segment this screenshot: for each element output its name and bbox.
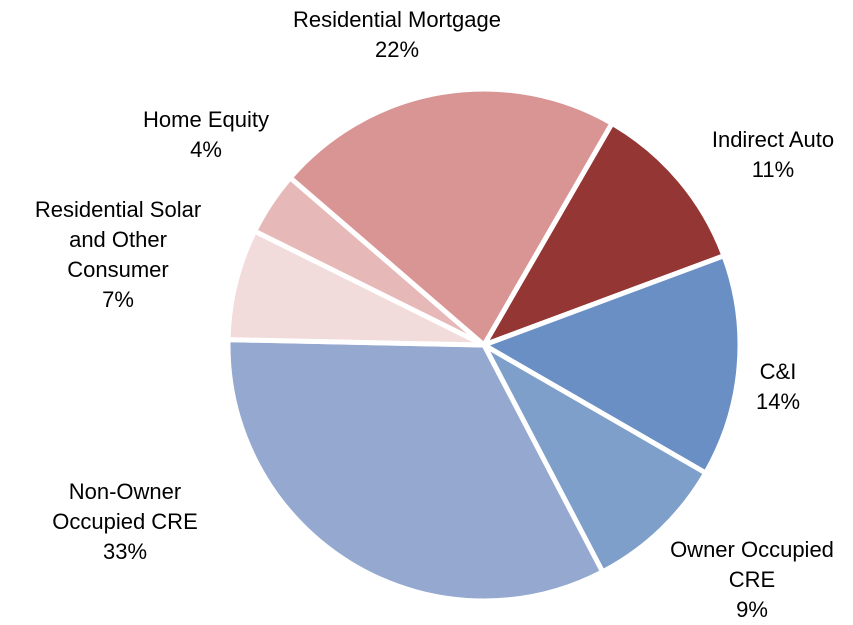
value-label: 4% (190, 137, 222, 162)
category-name: Non-Owner Occupied CRE (52, 479, 198, 534)
value-label: 14% (755, 389, 801, 414)
slice-label: C&I 14% (628, 357, 853, 417)
value-label: 33% (102, 539, 148, 564)
category-name: Residential Mortgage (293, 7, 501, 32)
value-label: 7% (102, 287, 134, 312)
slice-label: Owner Occupied CRE 9% (657, 535, 847, 625)
slice-label: Indirect Auto 11% (623, 125, 853, 185)
category-name: Owner Occupied CRE (670, 537, 834, 592)
pie-slice (225, 337, 606, 604)
pie-slice (287, 86, 615, 348)
slice-label: Residential Mortgage 22% (247, 5, 547, 65)
slice-label: Home Equity 4% (56, 105, 356, 165)
pie-slice (481, 253, 743, 476)
category-name: Home Equity (143, 107, 269, 132)
pie-slice (481, 120, 727, 348)
category-name: Indirect Auto (711, 127, 835, 152)
pie-slice (481, 342, 709, 575)
slice-label: Non-Owner Occupied CRE 33% (33, 477, 218, 567)
value-label: 9% (736, 597, 768, 622)
value-label: 11% (751, 157, 795, 182)
value-label: 22% (374, 37, 420, 62)
category-name: Residential Solar and Other Consumer (34, 197, 202, 282)
category-name: C&I (759, 359, 797, 384)
slice-label: Residential Solar and Other Consumer 7% (23, 195, 213, 315)
